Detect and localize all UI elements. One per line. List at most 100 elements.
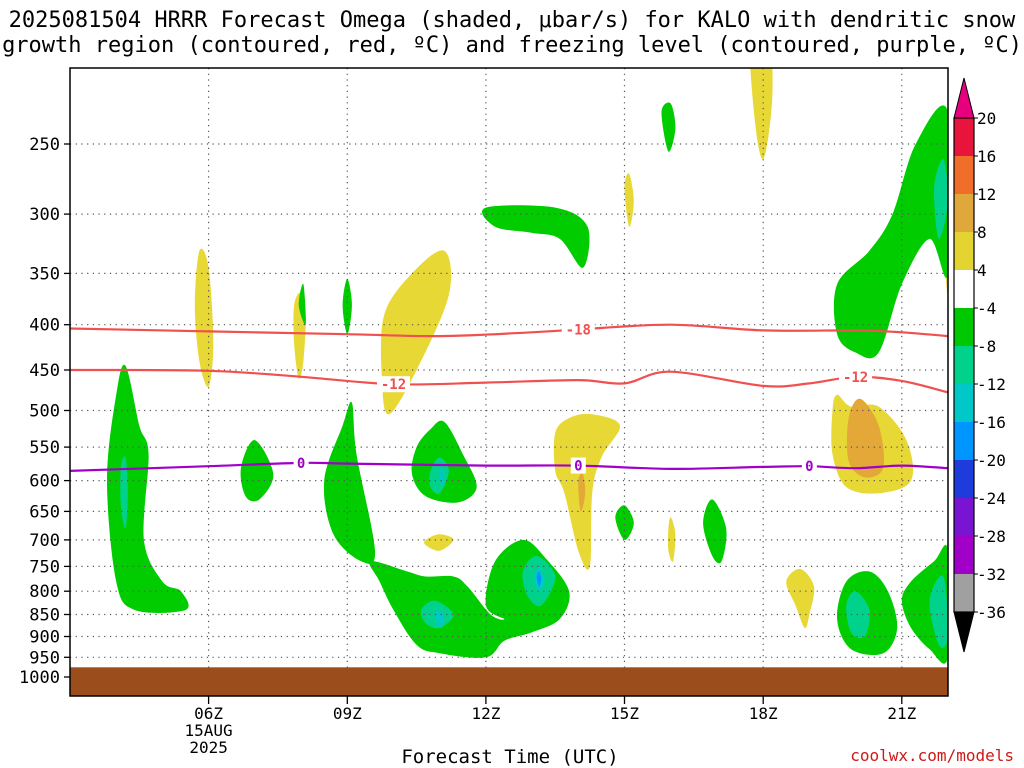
x-date-label-0: 15AUG	[185, 721, 233, 740]
colorbar-label-4: 4	[977, 261, 987, 280]
omega-region-30	[429, 457, 449, 494]
colorbar-label--16: -16	[977, 413, 1006, 432]
omega-shaded-regions	[107, 68, 948, 664]
y-tick-label-300: 300	[29, 205, 60, 225]
colorbar-label--36: -36	[977, 603, 1006, 622]
contour-label-bg	[293, 454, 309, 471]
colorbar-label--12: -12	[977, 375, 1006, 394]
omega-region-28	[833, 105, 948, 359]
colorbar-segment-7	[954, 384, 974, 422]
y-tick-label-950: 950	[29, 648, 60, 668]
x-axis-title: Forecast Time (UTC)	[401, 746, 619, 768]
colorbar-label-16: 16	[977, 147, 996, 166]
omega-region-15	[298, 283, 306, 326]
omega-region-12	[578, 473, 586, 512]
colorbar: 20 16 12 8 4 -4 -8 -12 -16 -20 -24 -28 -32 -36	[953, 77, 1006, 653]
colorbar-label-8: 8	[977, 223, 987, 242]
y-tick-label-800: 800	[29, 582, 60, 602]
x-tick-label-06Z: 06Z	[194, 704, 223, 723]
omega-region-23	[661, 102, 676, 152]
colorbar-segment-1	[954, 156, 974, 194]
y-tick-label-750: 750	[29, 557, 60, 577]
omega-region-6	[624, 173, 634, 227]
omega-region-25	[703, 499, 727, 564]
contour-label-0: 0	[297, 456, 305, 472]
temperature-contours: -18 -12 -12 0 0 0	[70, 321, 948, 475]
contour-label--18: -18	[566, 323, 591, 339]
omega-region-0	[194, 248, 214, 388]
omega-region-5	[424, 534, 454, 551]
colorbar-segment-9	[954, 460, 974, 498]
colorbar-segment-8	[954, 422, 974, 460]
omega-region-33	[846, 591, 870, 639]
omega-region-8	[786, 568, 815, 629]
omega-region-7	[667, 517, 676, 562]
contour-label-bg	[377, 376, 410, 393]
y-tick-label-1000: 1000	[19, 668, 60, 688]
omega-region-14	[240, 440, 274, 502]
omega-region-16	[342, 278, 352, 335]
omega-region-2	[380, 250, 452, 415]
omega-region-36	[435, 609, 445, 628]
y-tick-label-250: 250	[29, 135, 60, 155]
y-tick-label-450: 450	[29, 361, 60, 381]
plot-frame	[69, 67, 949, 697]
contour-label-bg	[839, 368, 873, 385]
colorbar-label--28: -28	[977, 527, 1006, 546]
colorbar-label--8: -8	[977, 337, 996, 356]
omega-region-13	[107, 364, 189, 613]
y-tick-label-500: 500	[29, 402, 60, 422]
contour-label-bg	[561, 321, 595, 338]
colorbar-top-arrow	[953, 77, 975, 119]
colorbar-bottom-arrow	[953, 611, 975, 653]
omega-region-19	[369, 539, 570, 658]
omega-region-24	[615, 505, 634, 540]
x-tick-label-15Z: 15Z	[610, 704, 639, 723]
y-tick-label-550: 550	[29, 438, 60, 458]
omega-region-22	[482, 205, 590, 268]
omega-region-37	[439, 467, 445, 488]
contour-label-bg	[801, 458, 817, 475]
y-tick-label-350: 350	[29, 264, 60, 284]
colorbar-label--4: -4	[977, 299, 996, 318]
omega-region-17	[323, 401, 376, 564]
y-tick-label-650: 650	[29, 502, 60, 522]
y-tick-label-400: 400	[29, 316, 60, 336]
x-tick-label-21Z: 21Z	[887, 704, 916, 723]
contour-label-bg	[570, 457, 586, 474]
omega-region-29	[120, 456, 128, 529]
chart-title: 2025081504 HRRR Forecast Omega (shaded, …	[0, 8, 1024, 58]
omega-region-9	[750, 68, 773, 160]
y-axis: 250 300 350 400 450 500 550 600 650 700 750 800 850 9…	[19, 135, 70, 688]
colorbar-segment-0	[954, 118, 974, 156]
omega-region-39	[536, 571, 542, 587]
x-tick-label-09Z: 09Z	[333, 704, 362, 723]
ground-fill	[70, 667, 948, 696]
ground-layer	[70, 667, 948, 696]
contour-label-0: 0	[805, 459, 813, 475]
chart-title-line-2: growth region (contoured, red, ºC) and f…	[2, 33, 1022, 58]
colorbar-segment-11	[954, 536, 974, 574]
colorbar-segment-3	[954, 232, 974, 270]
y-tick-label-600: 600	[29, 472, 60, 492]
credit-link[interactable]: coolwx.com/models	[850, 746, 1014, 765]
x-tick-label-18Z: 18Z	[749, 704, 778, 723]
y-tick-label-850: 850	[29, 606, 60, 626]
y-tick-label-700: 700	[29, 531, 60, 551]
colorbar-label-12: 12	[977, 185, 996, 204]
grid-lines	[70, 68, 948, 696]
omega-region-3	[553, 413, 621, 570]
chart-title-line-1: 2025081504 HRRR Forecast Omega (shaded, …	[8, 8, 1016, 33]
contour-label--12: -12	[381, 377, 406, 393]
x-tick-label-12Z: 12Z	[471, 704, 500, 723]
colorbar-label-20: 20	[977, 109, 996, 128]
colorbar-segment-6	[954, 346, 974, 384]
colorbar-segment-12	[954, 574, 974, 612]
colorbar-label--32: -32	[977, 565, 1006, 584]
x-date-label-1: 2025	[189, 738, 228, 757]
colorbar-segment-5	[954, 308, 974, 346]
contour-label--12: -12	[843, 370, 868, 386]
colorbar-segment-10	[954, 498, 974, 536]
